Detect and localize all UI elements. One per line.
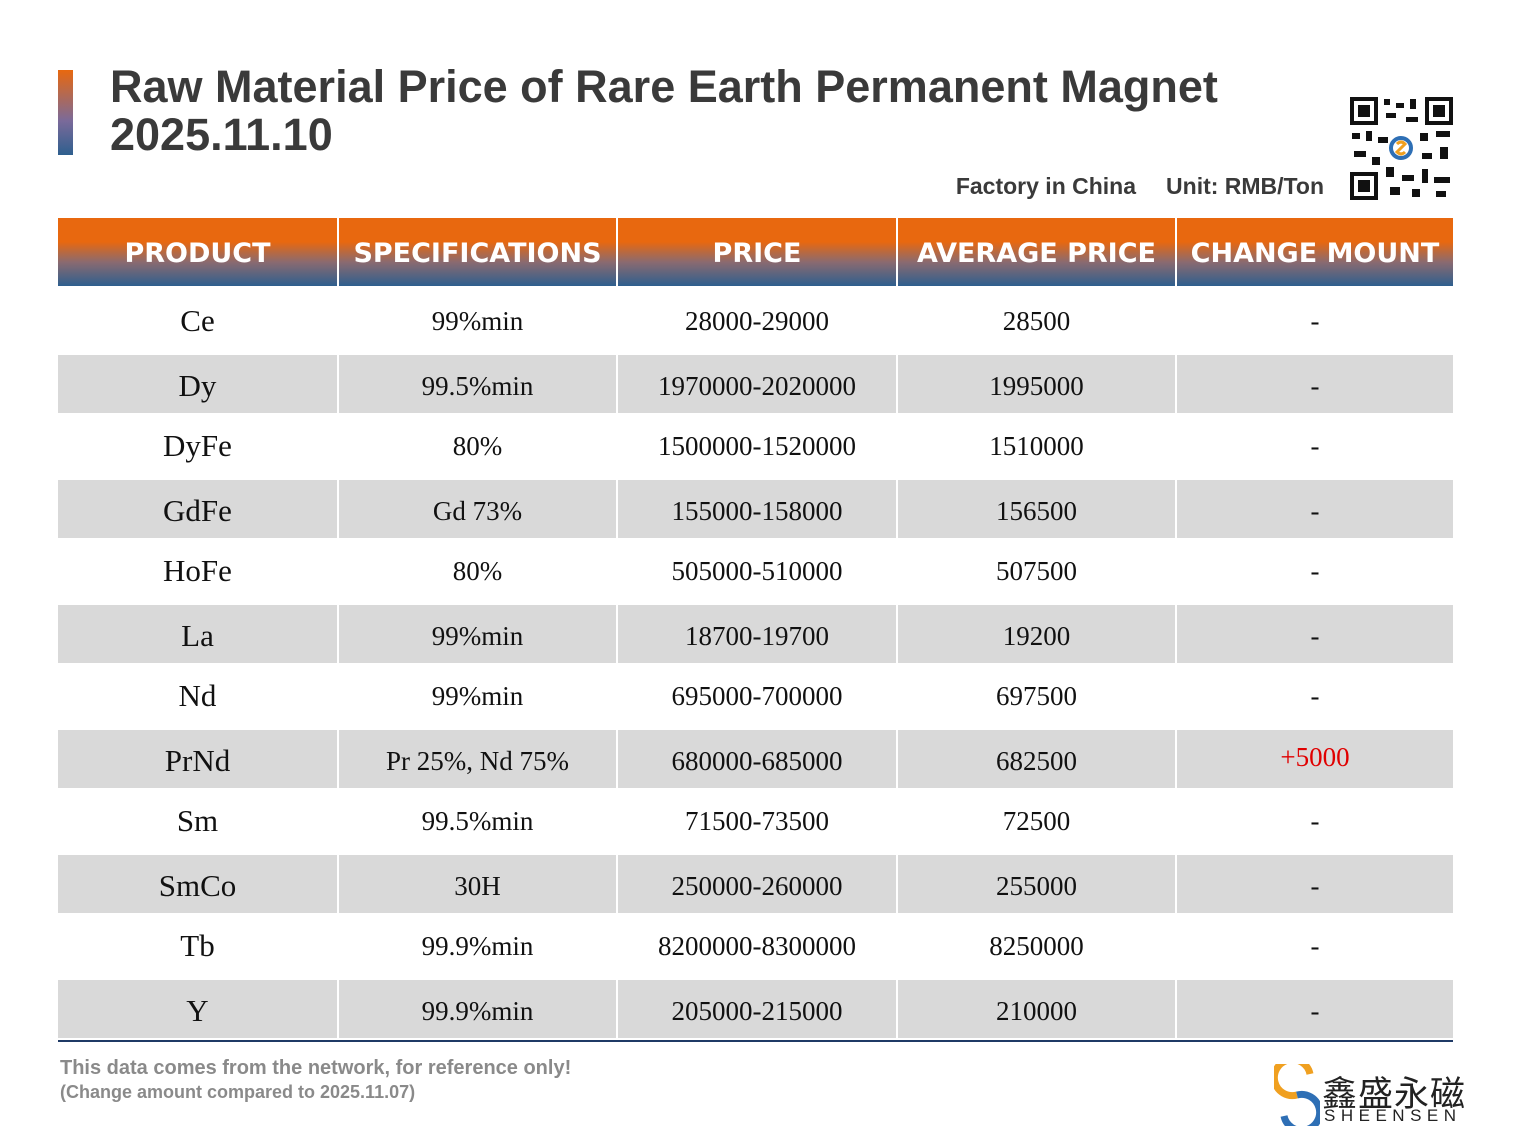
logo-chinese: 鑫盛永磁 bbox=[1322, 1075, 1467, 1115]
table-cell: 156500 bbox=[896, 479, 1175, 538]
table-cell: 99%min bbox=[337, 604, 616, 663]
table-cell: Nd bbox=[178, 678, 217, 713]
table-cell: - bbox=[1310, 556, 1320, 586]
table-cell: 250000-260000 bbox=[616, 854, 896, 913]
table-cell: 1510000 bbox=[989, 431, 1084, 461]
column-header: CHANGE MOUNT bbox=[1175, 218, 1453, 286]
table-cell: 80% bbox=[452, 556, 503, 586]
meta: Factory in China Unit: RMB/Ton bbox=[956, 173, 1324, 200]
table-cell: - bbox=[1175, 354, 1453, 413]
table-cell: - bbox=[1310, 931, 1320, 961]
table-cell: Dy bbox=[178, 367, 217, 403]
table-cell: 680000-685000 bbox=[616, 729, 896, 788]
table-cell: 1500000-1520000 bbox=[658, 431, 856, 461]
table-cell: 695000-700000 bbox=[671, 681, 843, 711]
table-cell: 99.9%min bbox=[421, 931, 534, 961]
table-cell: 19200 bbox=[896, 604, 1175, 663]
table-row: La 99%min 18700-19700 19200- bbox=[58, 602, 1453, 665]
logo-icon bbox=[1274, 1064, 1320, 1126]
footer-compare: (Change amount compared to 2025.11.07) bbox=[60, 1082, 416, 1102]
table-cell: PrNd bbox=[164, 742, 231, 778]
table-row: Tb 99.9%min 8200000-8300000 8250000 - bbox=[58, 915, 1453, 978]
table-cell: 99%min bbox=[431, 306, 524, 336]
column-header: PRICE bbox=[616, 218, 896, 286]
table-cell: 505000-510000 bbox=[671, 556, 843, 586]
table-cell: 28500 bbox=[1002, 306, 1071, 336]
table-cell: Sm bbox=[176, 803, 219, 838]
table-header: PRODUCT SPECIFICATIONS PRICE AVERAGE PRICE C… bbox=[58, 218, 1453, 286]
table-cell: Ce bbox=[180, 303, 215, 338]
table-cell: 210000 bbox=[896, 979, 1175, 1038]
table-cell: 99%min bbox=[431, 681, 524, 711]
table-cell: - bbox=[1310, 431, 1320, 461]
table-cell: 8200000-8300000 bbox=[658, 931, 856, 961]
table-cell: HoFe bbox=[163, 553, 232, 588]
table-cell: DyFe bbox=[163, 428, 232, 463]
table-row: Y 99.9%min 205000-215000 210000- bbox=[58, 977, 1453, 1040]
table-row: Dy 99.5%min 1970000-2020000 1995000- bbox=[58, 352, 1453, 415]
logo-english: SHEENSEN bbox=[1324, 1106, 1462, 1125]
table-cell: - bbox=[1310, 806, 1320, 836]
table-row: PrNd Pr 25%, Nd 75% 680000-685000 682500 +50… bbox=[58, 725, 1453, 790]
table-cell: 697500 bbox=[996, 681, 1077, 711]
table-cell: 99.9%min bbox=[337, 979, 616, 1038]
table-row: Nd 99%min 695000-700000 697500 - bbox=[58, 665, 1453, 728]
table-cell: Tb bbox=[180, 928, 215, 963]
table-row: SmCo 30H 250000-260000 255000- bbox=[58, 852, 1453, 915]
accent-bar bbox=[58, 70, 73, 155]
table-cell: - bbox=[1175, 479, 1453, 538]
column-header: PRODUCT bbox=[58, 218, 337, 286]
table-row: DyFe 80% 1500000-1520000 1510000 - bbox=[58, 415, 1453, 478]
table-cell: 682500 bbox=[896, 729, 1175, 788]
table-cell: 155000-158000 bbox=[616, 479, 896, 538]
table-cell: - bbox=[1310, 306, 1320, 336]
table-cell: 72500 bbox=[1002, 806, 1071, 836]
table-row: GdFe Gd 73% 155000-158000 156500- bbox=[58, 477, 1453, 540]
table-cell: 255000 bbox=[896, 854, 1175, 913]
table-cell: 507500 bbox=[996, 556, 1077, 586]
table-cell: 99.5%min bbox=[337, 354, 616, 413]
qr-code bbox=[1350, 97, 1453, 200]
unit: Unit: RMB/Ton bbox=[1166, 173, 1324, 199]
table-cell: 1970000-2020000 bbox=[616, 354, 896, 413]
table-cell: - bbox=[1175, 979, 1453, 1038]
date: 2025.11.10 bbox=[110, 109, 333, 160]
table-cell: 1995000 bbox=[896, 354, 1175, 413]
table-cell: La bbox=[181, 617, 214, 653]
table-cell: Y bbox=[186, 992, 209, 1028]
table-row: HoFe 80% 505000-510000 507500 - bbox=[58, 540, 1453, 603]
column-header: AVERAGE PRICE bbox=[896, 218, 1175, 286]
table-body: Ce 99%min 28000-29000 28500- Dy 99.5%min 19700… bbox=[58, 290, 1453, 1042]
table-cell: Gd 73% bbox=[337, 479, 616, 538]
table-cell: - bbox=[1175, 604, 1453, 663]
table-cell: 99.5%min bbox=[421, 806, 534, 836]
table-cell: GdFe bbox=[163, 492, 232, 528]
table-cell: 205000-215000 bbox=[616, 979, 896, 1038]
table-cell: Pr 25%, Nd 75% bbox=[337, 729, 616, 788]
table-cell: 18700-19700 bbox=[616, 604, 896, 663]
table-cell: SmCo bbox=[158, 867, 237, 903]
table-cell: 80% bbox=[452, 431, 503, 461]
factory: Factory in China bbox=[955, 173, 1137, 199]
table-cell: +5000 bbox=[1175, 725, 1453, 788]
table-cell: 28000-29000 bbox=[685, 306, 829, 336]
footer-note: This data comes from the network, for re… bbox=[60, 1057, 572, 1079]
table-cell: 8250000 bbox=[989, 931, 1084, 961]
table-cell: 30H bbox=[337, 854, 616, 913]
table-row: Ce 99%min 28000-29000 28500 - bbox=[58, 290, 1453, 353]
table-cell: - bbox=[1175, 854, 1453, 913]
column-header: SPECIFICATIONS bbox=[337, 218, 616, 286]
table-row: Sm 99.5%min 71500-73500 72500 - bbox=[58, 790, 1453, 853]
table-cell: - bbox=[1310, 681, 1320, 711]
title: Raw Material Price of Rare Earth Permane… bbox=[110, 61, 1218, 112]
table-cell: 71500-73500 bbox=[685, 806, 829, 836]
